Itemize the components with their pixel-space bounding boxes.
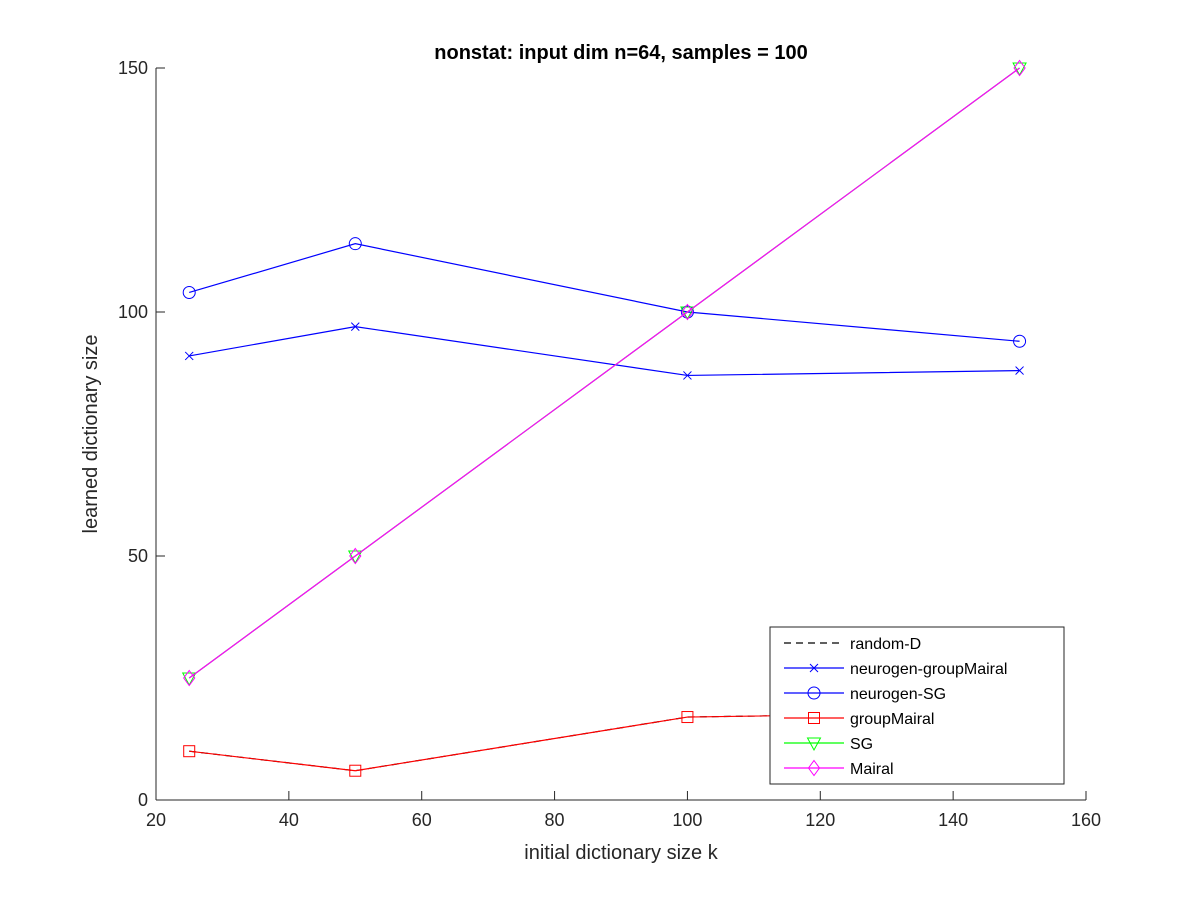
data-point <box>348 237 362 251</box>
data-point <box>1015 366 1024 375</box>
data-point <box>1013 334 1027 348</box>
legend-label: groupMairal <box>850 711 934 728</box>
legend-marker <box>807 686 821 700</box>
data-point <box>681 303 694 321</box>
legend-item: neurogen-SG <box>784 686 946 703</box>
x-tick-label: 120 <box>805 810 835 830</box>
legend-label: Mairal <box>850 761 894 778</box>
x-tick-label: 100 <box>672 810 702 830</box>
data-point <box>182 285 196 299</box>
x-tick-label: 80 <box>545 810 565 830</box>
data-point <box>349 547 362 565</box>
series-line <box>189 326 1020 377</box>
y-tick-label: 100 <box>118 302 148 322</box>
data-point <box>183 745 196 758</box>
legend-label: neurogen-SG <box>850 686 946 703</box>
data-point <box>350 322 360 331</box>
data-point <box>1012 62 1027 77</box>
axes: 20 40 60 80 100 120 140 160 0 50 100 150 <box>118 58 1101 830</box>
legend-item: groupMairal <box>784 711 934 728</box>
data-point <box>1013 59 1026 77</box>
series-lines <box>181 59 1027 777</box>
y-tick-label: 150 <box>118 58 148 78</box>
data-point <box>349 764 362 777</box>
legend-item: neurogen-groupMairal <box>784 661 1007 678</box>
x-tick-label: 160 <box>1071 810 1101 830</box>
x-tick-label: 140 <box>938 810 968 830</box>
data-point <box>683 371 692 380</box>
legend-marker <box>809 663 819 673</box>
legend-marker <box>808 712 820 724</box>
y-tick-label: 0 <box>138 790 148 810</box>
legend: random-D neurogen-groupMairal neurogen-SG g… <box>769 626 1065 785</box>
series-mairal <box>183 59 1026 687</box>
series-line <box>189 243 1020 342</box>
legend-item: Mairal <box>784 759 894 778</box>
data-point <box>183 669 196 687</box>
data-point <box>681 711 694 724</box>
legend-marker <box>806 737 822 752</box>
data-point <box>181 672 197 687</box>
chart-title: nonstat: input dim n=64, samples = 100 <box>434 42 807 64</box>
x-tick-label: 20 <box>146 810 166 830</box>
data-point <box>680 306 695 321</box>
x-tick-label: 40 <box>279 810 299 830</box>
legend-item: random-D <box>784 636 921 653</box>
y-tick-label: 50 <box>128 546 148 566</box>
series-line <box>188 67 1020 679</box>
legend-label: SG <box>850 736 873 753</box>
x-axis-label: initial dictionary size k <box>524 842 718 864</box>
legend-marker <box>807 759 821 777</box>
data-point <box>347 550 363 565</box>
data-point <box>184 351 194 361</box>
legend-item: SG <box>784 736 873 753</box>
series-neurogen-groupmairal <box>184 322 1024 380</box>
legend-label: neurogen-groupMairal <box>850 661 1007 678</box>
x-tick-label: 60 <box>412 810 432 830</box>
y-axis-label: learned dictionary size <box>80 335 102 534</box>
series-neurogen-sg <box>182 237 1027 348</box>
legend-label: random-D <box>850 636 921 653</box>
legend-box <box>769 626 1065 785</box>
